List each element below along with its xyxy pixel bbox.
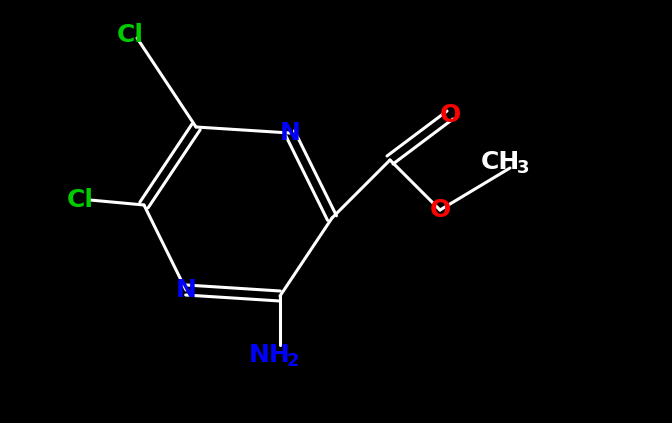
Text: O: O xyxy=(439,103,460,127)
Text: NH: NH xyxy=(249,343,291,367)
Text: Cl: Cl xyxy=(116,23,144,47)
Text: N: N xyxy=(175,278,196,302)
Text: CH: CH xyxy=(480,150,519,174)
Text: N: N xyxy=(280,121,300,145)
Text: 3: 3 xyxy=(517,159,530,177)
Text: 2: 2 xyxy=(287,352,299,370)
Text: Cl: Cl xyxy=(67,188,93,212)
Text: O: O xyxy=(429,198,451,222)
